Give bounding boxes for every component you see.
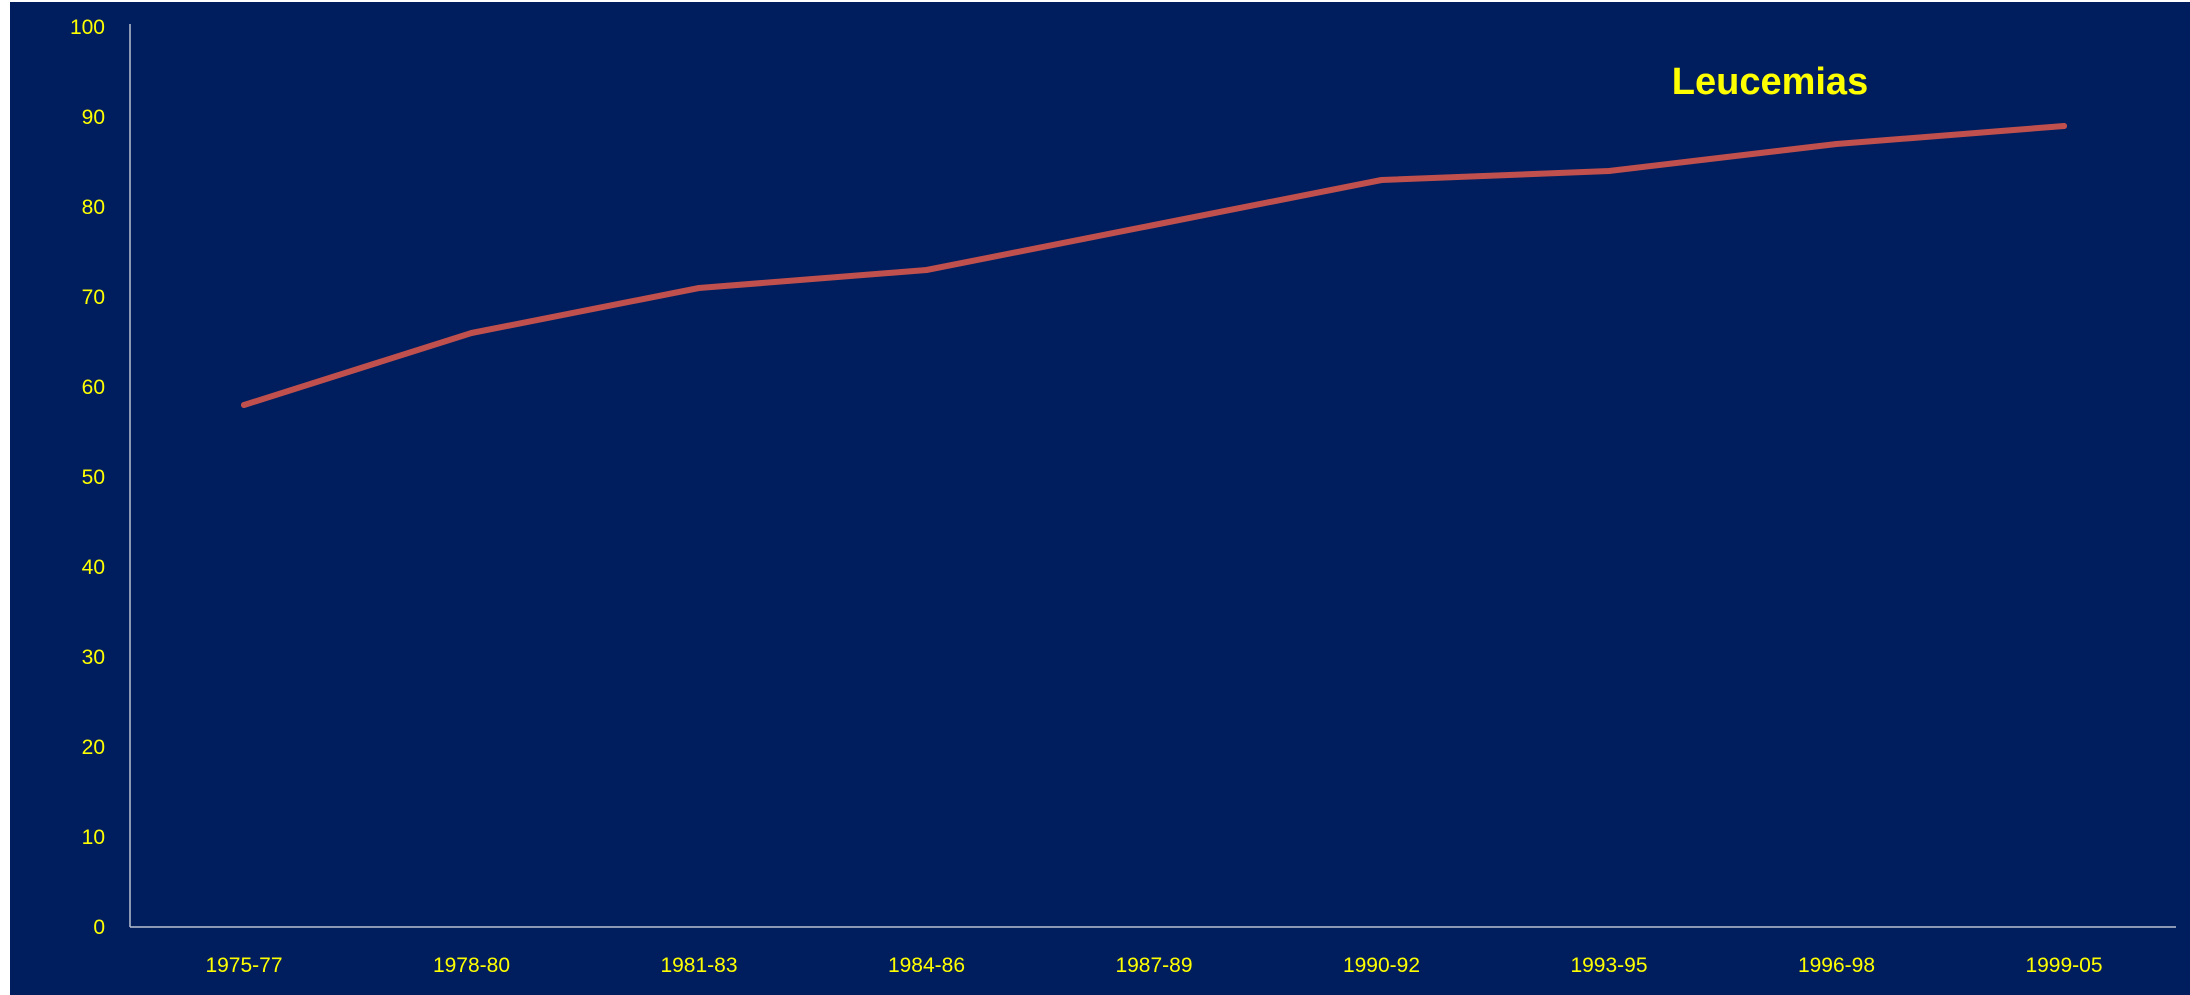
data-points xyxy=(241,123,2067,408)
x-tick-label: 1987-89 xyxy=(1115,954,1192,977)
x-tick-label: 1993-95 xyxy=(1570,954,1647,977)
x-tick-label: 1999-05 xyxy=(2025,954,2102,977)
data-point xyxy=(1378,177,1385,183)
y-tick-label: 30 xyxy=(82,646,105,669)
data-point xyxy=(241,402,247,408)
y-tick-label: 60 xyxy=(82,376,105,399)
data-point xyxy=(1606,168,1612,174)
data-point xyxy=(1151,222,1157,228)
data-point xyxy=(468,330,475,336)
y-tick-label: 70 xyxy=(82,286,105,309)
chart-background xyxy=(10,2,2190,995)
x-tick-label: 1978-80 xyxy=(433,954,510,977)
y-tick-label: 100 xyxy=(70,16,105,39)
chart-title: Leucemias xyxy=(1672,61,1868,103)
y-tick-label: 40 xyxy=(82,556,105,579)
data-point xyxy=(2061,123,2067,129)
y-tick-label: 50 xyxy=(82,466,105,489)
x-tick-label: 1996-98 xyxy=(1798,954,1875,977)
data-point xyxy=(923,267,930,273)
y-tick-label: 20 xyxy=(82,736,105,759)
x-tick-label: 1981-83 xyxy=(660,954,737,977)
x-axis-ticks: 1975-77 1978-80 1981-83 1984-86 1987-89 1990-… xyxy=(205,954,2102,977)
data-point xyxy=(696,285,702,291)
y-tick-label: 10 xyxy=(82,826,105,849)
x-tick-label: 1990-92 xyxy=(1343,954,1420,977)
y-axis-ticks: 0 10 20 30 40 50 60 70 80 90 100 xyxy=(70,16,105,939)
x-tick-label: 1975-77 xyxy=(205,954,282,977)
y-tick-label: 80 xyxy=(82,196,105,219)
y-tick-label: 0 xyxy=(93,916,105,939)
x-tick-label: 1984-86 xyxy=(888,954,965,977)
data-point xyxy=(1833,141,1840,147)
y-tick-label: 90 xyxy=(82,106,105,129)
